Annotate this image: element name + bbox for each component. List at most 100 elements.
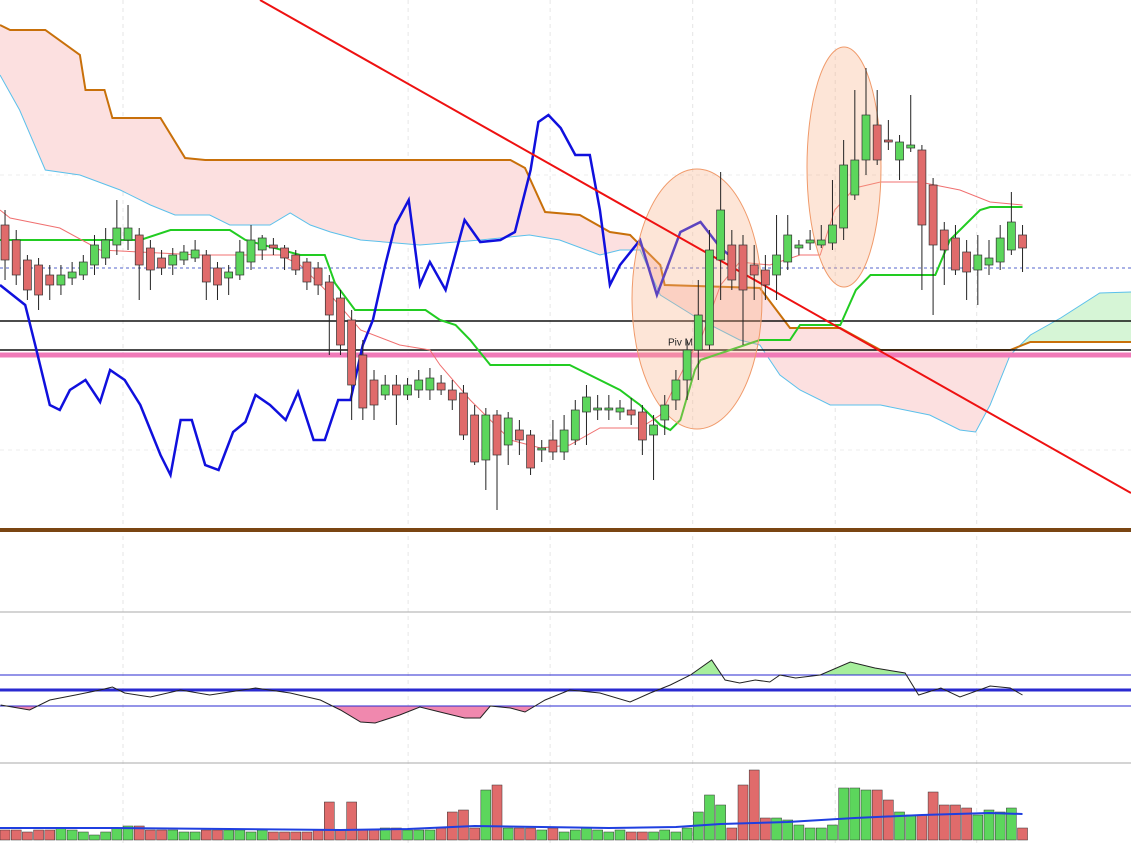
candle-body	[682, 349, 692, 381]
volume-bar	[704, 794, 715, 841]
candle-body	[526, 434, 535, 469]
volume-bar	[983, 809, 995, 841]
volume-bar	[525, 827, 536, 841]
candle-body	[67, 271, 77, 279]
volume-bar	[223, 829, 234, 841]
candle-body	[392, 384, 401, 396]
candle-body	[302, 261, 312, 283]
volume-bar	[614, 829, 626, 841]
candle-body	[559, 429, 569, 453]
volume-bar	[469, 827, 480, 841]
candle-body	[593, 407, 602, 411]
candle-body	[548, 439, 558, 453]
volume-bar	[78, 831, 89, 841]
candle-body	[481, 414, 491, 461]
candle-body	[213, 267, 222, 286]
volume-bar	[312, 829, 324, 841]
volume-bar	[167, 829, 179, 841]
candle-body	[537, 447, 547, 451]
volume-bar	[939, 804, 950, 841]
span-a-line	[0, 74, 1131, 433]
volume-bar	[637, 831, 648, 841]
candle-body	[582, 396, 591, 413]
volume-bar	[547, 827, 559, 841]
candle-body	[45, 274, 55, 286]
candle-body	[761, 269, 770, 286]
volume-bar	[514, 827, 525, 841]
candle-body	[515, 429, 524, 441]
candle-body	[112, 227, 122, 246]
candle-body	[995, 237, 1005, 263]
volume-bar	[10, 829, 22, 841]
volume-bar	[379, 827, 391, 841]
volume-bar	[894, 811, 905, 841]
candle-body	[190, 249, 200, 259]
volume-bar	[424, 829, 436, 841]
volume-bar	[816, 827, 827, 841]
volume-bar	[748, 769, 760, 841]
volume-bar	[145, 829, 156, 841]
volume-bar	[737, 784, 749, 841]
candle-body	[917, 149, 927, 226]
volume-bar	[950, 804, 961, 841]
candle-body	[313, 267, 323, 286]
volume-bar	[357, 829, 369, 841]
volume-bar	[100, 831, 111, 841]
candle-body	[570, 409, 580, 441]
candle-body	[146, 247, 155, 271]
volume-bar	[793, 824, 805, 841]
volume-bar	[413, 829, 424, 841]
volume-bar	[189, 831, 201, 841]
volume-bar	[994, 811, 1006, 841]
candle-body	[1018, 234, 1027, 249]
candle-body	[459, 392, 468, 436]
candle-body	[358, 354, 368, 409]
candle-body	[649, 424, 658, 436]
candle-body	[336, 297, 345, 346]
candle-body	[179, 251, 189, 261]
volume-bar	[256, 829, 268, 841]
candle-body	[403, 384, 412, 396]
volume-bar	[0, 829, 11, 841]
volume-bar	[581, 827, 592, 841]
volume-bar	[804, 827, 816, 841]
candle-body	[872, 124, 882, 161]
candle-body	[962, 251, 971, 273]
volume-ma	[0, 811, 1023, 832]
candle-body	[134, 234, 144, 266]
volume-bar	[156, 829, 167, 841]
volume-bar	[838, 787, 849, 841]
volume-bar	[245, 831, 257, 841]
level-label: Piv M	[668, 338, 693, 349]
candle-body	[660, 404, 670, 421]
candle-body	[269, 244, 278, 249]
cloud-bullish	[1018, 292, 1131, 347]
candle-body	[638, 411, 647, 441]
indicator-line	[0, 206, 1023, 432]
volume-bar	[491, 784, 503, 841]
candle-body	[626, 409, 636, 416]
volume-bar	[22, 831, 33, 841]
volume-bar	[625, 831, 637, 841]
volume-bar	[1006, 807, 1017, 841]
candle-body	[884, 139, 893, 143]
indicator-line	[0, 113, 736, 479]
volume-bar	[681, 827, 693, 841]
candle-body	[101, 239, 111, 259]
candle-body	[123, 227, 133, 241]
volume-bar	[212, 829, 223, 841]
volume-bar	[648, 831, 659, 841]
candle-body	[503, 417, 513, 446]
candle-body	[470, 414, 480, 463]
volume-bar	[760, 817, 771, 841]
candle-body	[291, 254, 301, 271]
volume-bar	[44, 829, 56, 841]
candle-body	[324, 281, 334, 316]
candle-body	[783, 234, 793, 263]
volume-bar	[435, 827, 447, 841]
candle-body	[604, 407, 614, 411]
volume-bar	[480, 789, 492, 841]
volume-bar	[89, 834, 100, 841]
volume-bar	[726, 827, 738, 841]
